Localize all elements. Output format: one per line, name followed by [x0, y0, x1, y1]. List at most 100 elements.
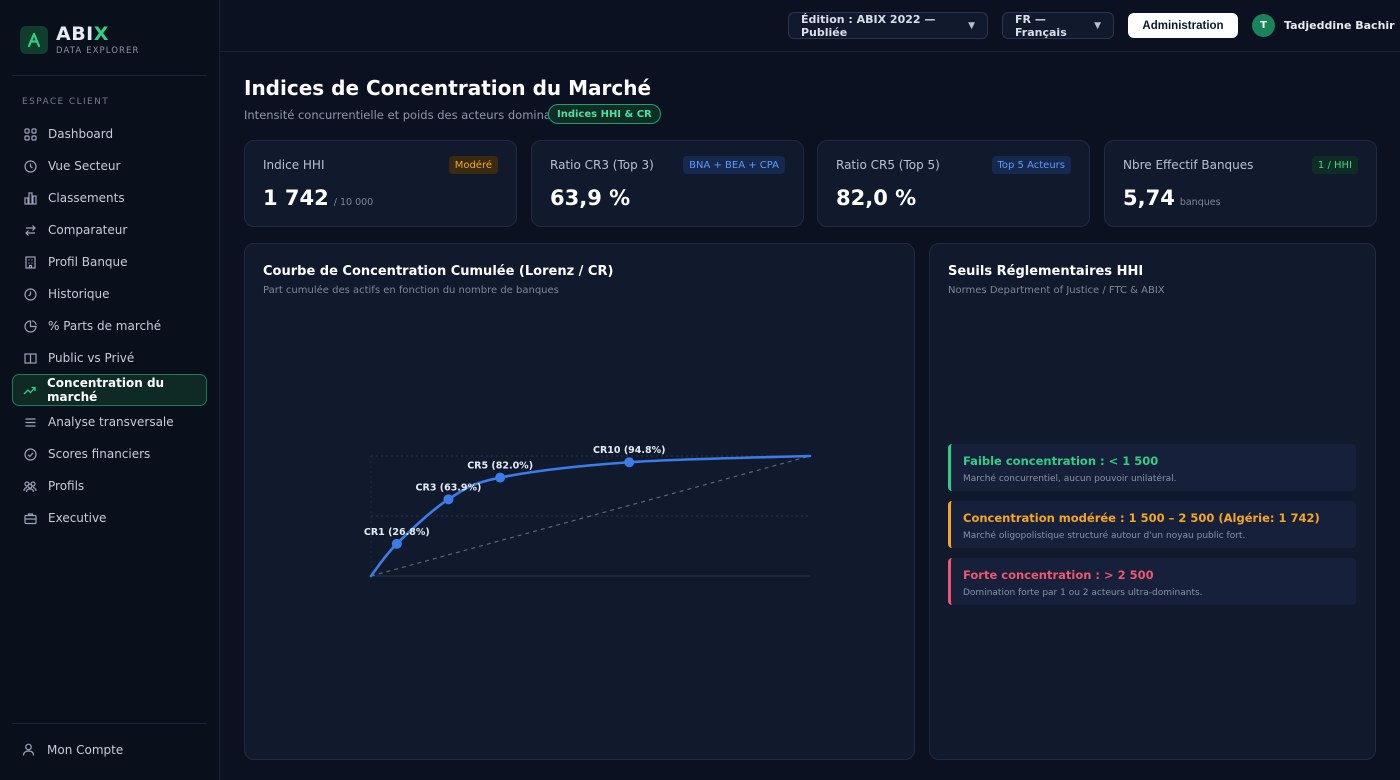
sidebar-item-label: Dashboard	[48, 127, 114, 141]
data-point	[495, 472, 506, 483]
data-point	[624, 457, 635, 468]
threshold-desc: Marché concurrentiel, aucun pouvoir unil…	[963, 474, 1177, 484]
check-circle-icon	[23, 447, 37, 461]
edition-select[interactable]: Édition : ABIX 2022 — Publiée ▼	[788, 12, 988, 39]
chart-subtitle: Part cumulée des actifs en fonction du n…	[263, 285, 559, 296]
kpi-tag: Modéré	[448, 156, 498, 174]
bar-chart-icon	[23, 191, 37, 205]
user-menu[interactable]: T Tadjeddine Bachir	[1252, 14, 1395, 37]
sidebar-section-label: ESPACE CLIENT	[22, 97, 110, 107]
sidebar-item-label: Analyse transversale	[48, 415, 174, 429]
chevron-down-icon: ▼	[1094, 20, 1101, 31]
indices-badge: Indices HHI & CR	[548, 104, 661, 124]
sidebar-item-vue-secteur[interactable]: Vue Secteur	[12, 150, 207, 182]
users-icon	[23, 479, 37, 493]
equality-line	[370, 455, 811, 577]
list-icon	[23, 415, 37, 429]
kpi-label: Ratio CR5 (Top 5)	[836, 158, 940, 172]
history-icon	[23, 287, 37, 301]
kpi-label: Nbre Effectif Banques	[1123, 158, 1254, 172]
sidebar-item-historique[interactable]: Historique	[12, 278, 207, 310]
swap-icon	[23, 223, 37, 237]
sidebar-item-profils[interactable]: Profils	[12, 470, 207, 502]
threshold-desc: Marché oligopolistique structuré autour …	[963, 531, 1246, 541]
threshold-moderate: Concentration modérée : 1 500 – 2 500 (A…	[948, 501, 1356, 548]
sidebar-item-executive[interactable]: Executive	[12, 502, 207, 534]
topbar: Édition : ABIX 2022 — Publiée ▼ FR — Fra…	[220, 0, 1400, 52]
kpi-value: 1 742/ 10 000	[263, 186, 374, 210]
data-point	[391, 538, 402, 549]
page-subtitle: Intensité concurrentielle et poids des a…	[244, 108, 569, 122]
sidebar-item-dashboard[interactable]: Dashboard	[12, 118, 207, 150]
sidebar-item-public-vs-prive[interactable]: Public vs Privé	[12, 342, 207, 374]
sidebar-item-label: Profils	[48, 479, 85, 493]
kpi-label: Indice HHI	[263, 158, 325, 172]
pie-icon	[23, 319, 37, 333]
briefcase-icon	[23, 511, 37, 525]
data-point	[443, 494, 454, 505]
sidebar-item-concentration[interactable]: Concentration du marché	[12, 374, 207, 406]
sidebar-item-parts-de-marche[interactable]: % Parts de marché	[12, 310, 207, 342]
sidebar-item-scores-financiers[interactable]: Scores financiers	[12, 438, 207, 470]
sidebar-item-label: Concentration du marché	[47, 376, 165, 404]
kpi-card-cr3: Ratio CR3 (Top 3) BNA + BEA + CPA 63,9 %	[531, 140, 804, 227]
data-label: CR5 (82.0%)	[467, 461, 533, 472]
sidebar-item-label: Public vs Privé	[48, 351, 135, 365]
sidebar-item-label: Comparateur	[48, 223, 128, 237]
data-label: CR10 (94.8%)	[593, 445, 665, 456]
sidebar-item-label: Scores financiers	[48, 447, 151, 461]
sidebar-item-label: Historique	[48, 287, 110, 301]
divider	[12, 723, 207, 724]
divider	[12, 75, 207, 76]
grid-icon	[23, 127, 37, 141]
kpi-value: 63,9 %	[550, 186, 631, 210]
kpi-card-cr5: Ratio CR5 (Top 5) Top 5 Acteurs 82,0 %	[817, 140, 1090, 227]
edition-select-value: Édition : ABIX 2022 — Publiée	[801, 12, 936, 39]
kpi-tag: BNA + BEA + CPA	[683, 156, 785, 174]
sidebar-item-label: Vue Secteur	[48, 159, 121, 173]
trend-up-icon	[23, 383, 36, 397]
administration-button[interactable]: Administration	[1128, 13, 1238, 38]
kpi-value: 82,0 %	[836, 186, 917, 210]
language-select[interactable]: FR — Français ▼	[1002, 12, 1114, 39]
kpi-unit: banques	[1179, 197, 1221, 208]
sidebar-item-comparateur[interactable]: Comparateur	[12, 214, 207, 246]
user-icon	[22, 743, 36, 757]
sidebar-nav: Dashboard Vue Secteur Classements Compar…	[12, 118, 207, 534]
sidebar-item-label: Executive	[48, 511, 107, 525]
threshold-title: Forte concentration : > 2 500	[963, 568, 1154, 582]
page-title: Indices de Concentration du Marché	[244, 76, 652, 100]
kpi-tag: Top 5 Acteurs	[991, 156, 1071, 174]
threshold-high: Forte concentration : > 2 500 Domination…	[948, 558, 1356, 605]
avatar: T	[1252, 14, 1275, 37]
sidebar-item-classements[interactable]: Classements	[12, 182, 207, 214]
threshold-low: Faible concentration : < 1 500 Marché co…	[948, 444, 1356, 491]
building-icon	[23, 255, 37, 269]
kpi-value: 5,74 banques	[1123, 186, 1221, 210]
brand[interactable]: ABIX DATA EXPLORER	[20, 24, 140, 56]
kpi-unit: / 10 000	[333, 197, 374, 208]
columns-icon	[23, 351, 37, 365]
threshold-title: Faible concentration : < 1 500	[963, 454, 1159, 468]
brand-name: ABIX	[56, 23, 109, 45]
kpi-label: Ratio CR3 (Top 3)	[550, 158, 654, 172]
sidebar-item-profil-banque[interactable]: Profil Banque	[12, 246, 207, 278]
sidebar-item-analyse-transversale[interactable]: Analyse transversale	[12, 406, 207, 438]
sidebar-item-label: Classements	[48, 191, 125, 205]
sidebar: ABIX DATA EXPLORER ESPACE CLIENT Dashboa…	[0, 0, 220, 780]
logo-icon	[20, 26, 48, 54]
kpi-card-effective-banks: Nbre Effectif Banques 1 / HHI 5,74 banque…	[1104, 140, 1377, 227]
account-label: Mon Compte	[47, 743, 124, 757]
lorenz-chart: CR1 (26.8%) CR3 (63.9%) CR5 (82.0%) CR10 (9…	[364, 445, 812, 578]
kpi-tag: 1 / HHI	[1311, 156, 1358, 174]
user-name: Tadjeddine Bachir	[1284, 19, 1395, 32]
threshold-desc: Domination forte par 1 ou 2 acteurs ultr…	[963, 588, 1203, 598]
kpi-card-hhi: Indice HHI Modéré 1 742/ 10 000	[244, 140, 517, 227]
threshold-title: Concentration modérée : 1 500 – 2 500 (A…	[963, 511, 1320, 525]
hhi-thresholds-panel: Seuils Réglementaires HHI Normes Departm…	[929, 243, 1376, 760]
account-link[interactable]: Mon Compte	[12, 734, 207, 766]
chevron-down-icon: ▼	[968, 20, 975, 31]
chart-title: Courbe de Concentration Cumulée (Lorenz …	[263, 264, 614, 279]
thresholds-subtitle: Normes Department of Justice / FTC & ABI…	[948, 285, 1165, 296]
thresholds-title: Seuils Réglementaires HHI	[948, 264, 1144, 279]
